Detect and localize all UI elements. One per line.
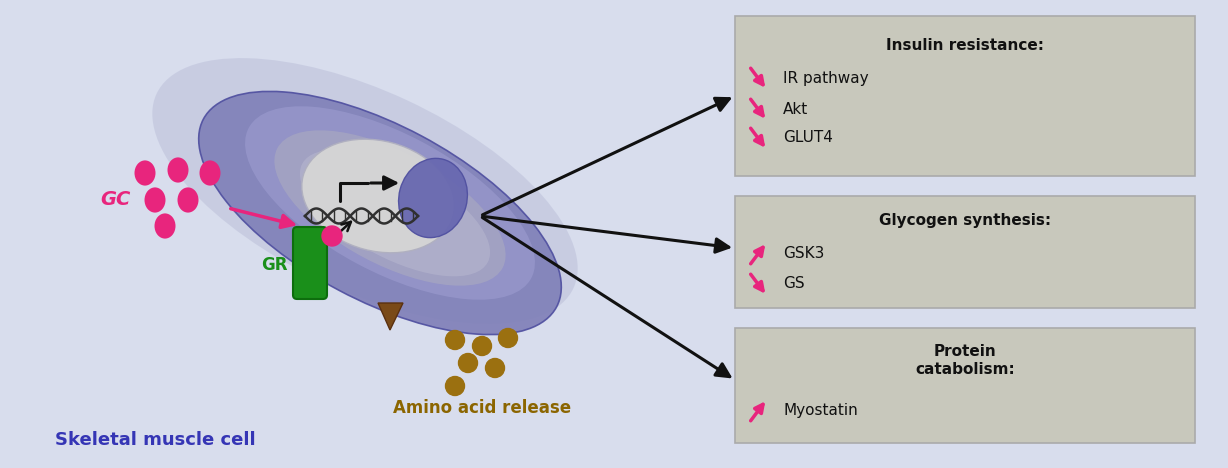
Text: Skeletal muscle cell: Skeletal muscle cell	[55, 431, 255, 449]
Ellipse shape	[274, 131, 506, 285]
Text: GSK3: GSK3	[783, 247, 824, 262]
Ellipse shape	[145, 187, 166, 212]
Ellipse shape	[199, 91, 561, 335]
Ellipse shape	[199, 161, 221, 186]
Text: Amino acid release: Amino acid release	[393, 399, 571, 417]
Polygon shape	[378, 303, 403, 330]
Text: Akt: Akt	[783, 102, 808, 117]
FancyBboxPatch shape	[736, 196, 1195, 308]
Text: GS: GS	[783, 277, 804, 292]
Ellipse shape	[300, 150, 490, 276]
Circle shape	[499, 329, 517, 348]
Ellipse shape	[178, 187, 199, 212]
Circle shape	[485, 358, 505, 378]
Text: Glycogen synthesis:: Glycogen synthesis:	[879, 213, 1051, 228]
Text: IR pathway: IR pathway	[783, 71, 868, 86]
Circle shape	[322, 226, 343, 246]
FancyBboxPatch shape	[736, 328, 1195, 443]
Text: Protein
catabolism:: Protein catabolism:	[915, 344, 1014, 376]
Ellipse shape	[155, 213, 176, 239]
Text: GC: GC	[99, 190, 130, 210]
Text: Myostatin: Myostatin	[783, 403, 857, 418]
Ellipse shape	[152, 58, 577, 324]
Ellipse shape	[246, 106, 535, 300]
Circle shape	[458, 353, 478, 373]
Ellipse shape	[302, 139, 454, 253]
FancyBboxPatch shape	[293, 227, 327, 299]
Ellipse shape	[167, 157, 189, 183]
Circle shape	[473, 336, 491, 356]
Circle shape	[446, 330, 464, 350]
FancyBboxPatch shape	[736, 16, 1195, 176]
Text: GLUT4: GLUT4	[783, 131, 833, 146]
Ellipse shape	[399, 158, 468, 238]
Text: GR: GR	[262, 256, 289, 274]
Text: Insulin resistance:: Insulin resistance:	[885, 38, 1044, 53]
Ellipse shape	[135, 161, 156, 186]
Circle shape	[446, 376, 464, 395]
